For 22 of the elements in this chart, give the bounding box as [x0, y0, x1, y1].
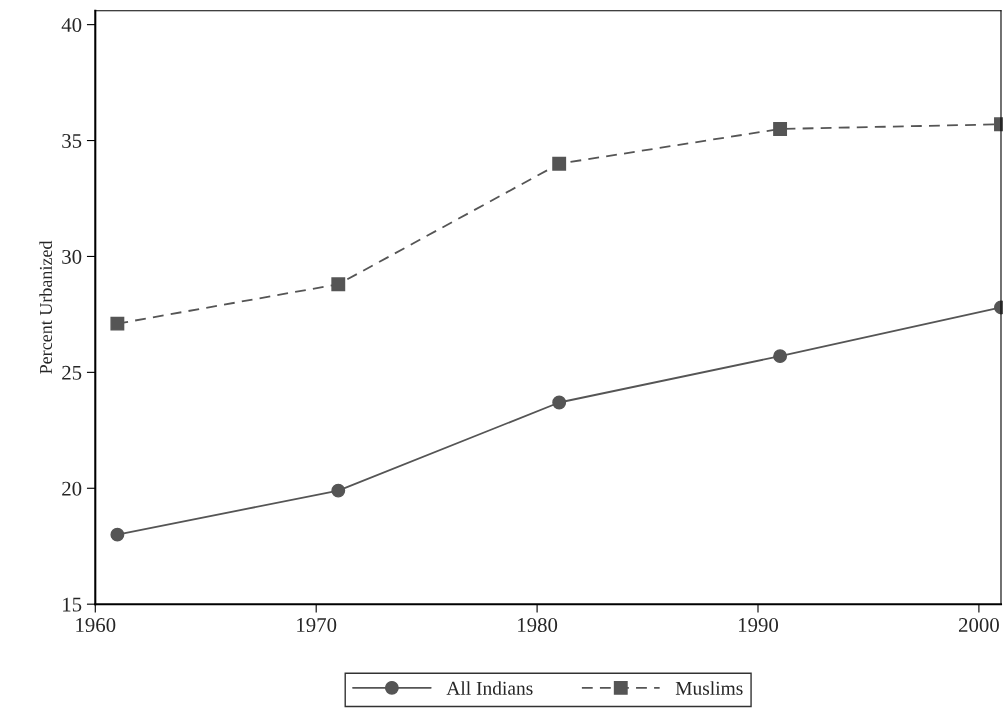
legend-label: Muslims [675, 681, 743, 695]
point [552, 395, 567, 410]
y-tick-label: 20 [62, 481, 82, 496]
y-tick-label: 40 [61, 18, 82, 33]
point [773, 122, 788, 136]
x-tick-label: 2000 [958, 617, 999, 633]
point [110, 527, 125, 542]
legend-label: All Indians [446, 681, 533, 695]
x-tick-label: 1960 [76, 617, 116, 633]
y-tick-label: 35 [62, 133, 82, 148]
x-tick-label: 1970 [297, 617, 337, 633]
y-tick-label: 25 [62, 365, 82, 380]
point [110, 316, 125, 331]
y-tick-label: 30 [62, 249, 82, 264]
point [331, 277, 346, 292]
x-tick-label: 1990 [739, 617, 779, 633]
y-tick-label: 15 [63, 597, 82, 612]
point [331, 483, 346, 498]
y-axis-title: Percent Urbanized [39, 240, 53, 374]
x-tick-label: 1980 [518, 617, 558, 633]
point [552, 156, 567, 171]
point [773, 349, 788, 364]
